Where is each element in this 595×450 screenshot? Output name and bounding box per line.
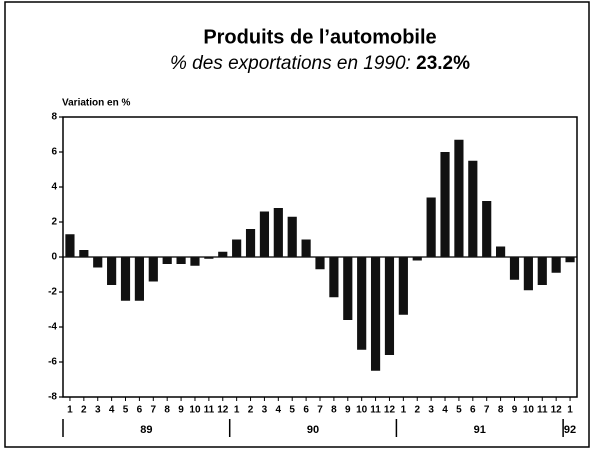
x-tick-label: 3 bbox=[262, 405, 268, 416]
bar bbox=[482, 201, 492, 257]
x-tick-label: 6 bbox=[303, 405, 309, 416]
bar bbox=[329, 257, 339, 298]
bar bbox=[551, 257, 561, 273]
year-label: 89 bbox=[140, 424, 152, 436]
x-tick-label: 8 bbox=[498, 405, 504, 416]
y-tick-label: 2 bbox=[51, 217, 57, 228]
y-tick-label: -4 bbox=[48, 322, 57, 333]
bar bbox=[190, 257, 200, 266]
x-tick-label: 10 bbox=[523, 405, 535, 416]
x-tick-label: 12 bbox=[217, 405, 229, 416]
x-tick-label: 9 bbox=[178, 405, 184, 416]
y-tick-label: -8 bbox=[48, 392, 57, 403]
bar bbox=[259, 211, 270, 257]
bar bbox=[107, 257, 117, 285]
y-tick-label: -2 bbox=[48, 287, 57, 298]
year-label: 91 bbox=[474, 424, 486, 436]
subtitle-highlight: 23.2% bbox=[416, 53, 470, 74]
x-tick-label: 1 bbox=[401, 405, 407, 416]
y-tick-label: 4 bbox=[51, 182, 57, 193]
x-tick-label: 4 bbox=[442, 405, 448, 416]
bar bbox=[148, 257, 158, 282]
y-tick-label: 8 bbox=[51, 112, 57, 123]
x-tick-label: 1 bbox=[567, 405, 573, 416]
x-tick-label: 10 bbox=[356, 405, 368, 416]
bar bbox=[162, 257, 172, 264]
x-tick-label: 5 bbox=[123, 405, 129, 416]
year-label: 92 bbox=[564, 424, 576, 436]
x-tick-label: 2 bbox=[248, 405, 254, 416]
x-tick-label: 2 bbox=[414, 405, 420, 416]
x-tick-label: 6 bbox=[137, 405, 143, 416]
bar bbox=[496, 246, 506, 257]
x-tick-label: 6 bbox=[470, 405, 476, 416]
bar bbox=[565, 257, 575, 263]
bar bbox=[134, 257, 144, 301]
y-axis-label: Variation en % bbox=[62, 98, 130, 109]
bar bbox=[176, 257, 186, 264]
year-label: 90 bbox=[307, 424, 319, 436]
x-tick-label: 8 bbox=[164, 405, 170, 416]
x-tick-label: 4 bbox=[109, 405, 115, 416]
x-tick-label: 11 bbox=[537, 405, 548, 416]
bar bbox=[440, 152, 450, 257]
bar bbox=[204, 257, 214, 259]
x-tick-label: 7 bbox=[317, 405, 323, 416]
bar bbox=[537, 257, 547, 285]
x-tick-label: 12 bbox=[384, 405, 396, 416]
bar bbox=[273, 208, 283, 257]
bar bbox=[79, 250, 89, 257]
y-tick-label: 0 bbox=[51, 252, 57, 263]
bar bbox=[412, 257, 422, 261]
bar bbox=[287, 216, 297, 257]
bar bbox=[301, 239, 311, 257]
bar bbox=[454, 139, 464, 257]
bar bbox=[120, 257, 131, 301]
bar bbox=[468, 160, 478, 257]
bar bbox=[343, 257, 353, 320]
x-tick-label: 10 bbox=[189, 405, 201, 416]
x-tick-label: 9 bbox=[512, 405, 518, 416]
bar bbox=[509, 257, 520, 280]
x-tick-label: 2 bbox=[81, 405, 87, 416]
x-tick-label: 3 bbox=[428, 405, 434, 416]
bar bbox=[315, 257, 325, 270]
bar bbox=[398, 257, 408, 315]
x-tick-label: 12 bbox=[551, 405, 563, 416]
frame bbox=[4, 1, 590, 448]
x-tick-label: 5 bbox=[289, 405, 295, 416]
chart-title: Produits de l’automobile bbox=[203, 26, 436, 48]
bar bbox=[218, 251, 228, 257]
x-tick-label: 7 bbox=[151, 405, 157, 416]
x-tick-label: 9 bbox=[345, 405, 351, 416]
x-tick-label: 1 bbox=[67, 405, 73, 416]
x-tick-label: 8 bbox=[331, 405, 337, 416]
y-tick-label: -6 bbox=[48, 357, 57, 368]
subtitle-text: % des exportations en 1990: bbox=[170, 53, 411, 74]
x-tick-label: 1 bbox=[234, 405, 240, 416]
bar bbox=[384, 257, 395, 355]
x-tick-label: 11 bbox=[370, 405, 381, 416]
chart-subtitle: % des exportations en 1990: 23.2% bbox=[170, 53, 470, 74]
bar bbox=[370, 257, 381, 371]
y-tick-label: 6 bbox=[51, 147, 57, 158]
x-tick-label: 3 bbox=[95, 405, 101, 416]
x-tick-label: 4 bbox=[276, 405, 282, 416]
bar bbox=[426, 197, 436, 257]
bar bbox=[232, 239, 242, 257]
bar bbox=[523, 257, 533, 291]
x-tick-label: 5 bbox=[456, 405, 462, 416]
bar bbox=[93, 257, 103, 268]
bar bbox=[357, 257, 367, 350]
bar bbox=[245, 229, 256, 257]
x-tick-label: 11 bbox=[204, 405, 215, 416]
x-tick-label: 7 bbox=[484, 405, 490, 416]
bar bbox=[65, 234, 75, 257]
